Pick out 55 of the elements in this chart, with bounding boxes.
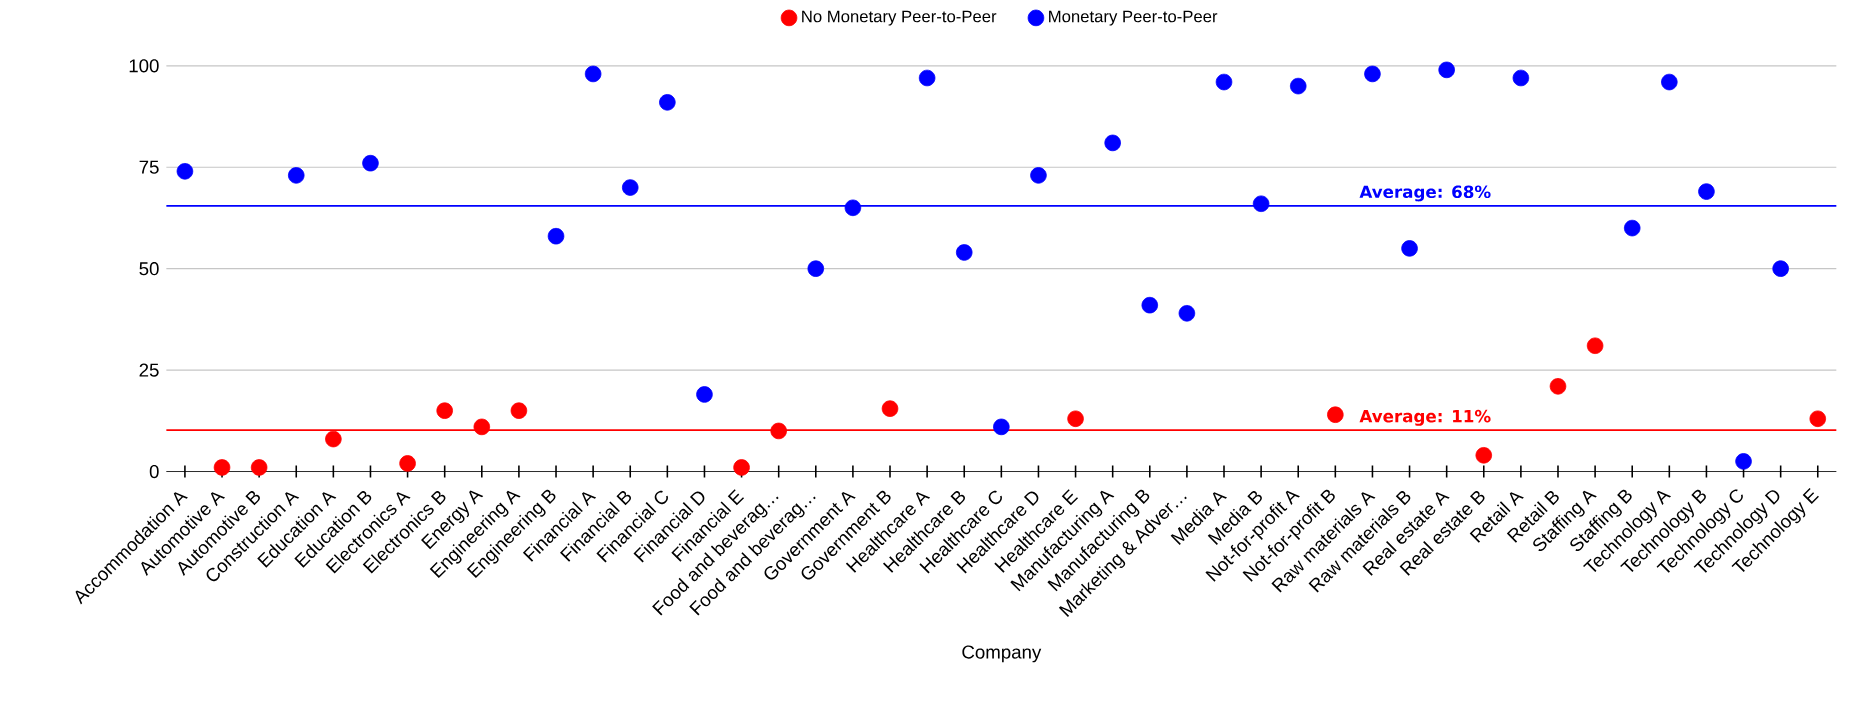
y-tick-label: 0 (149, 464, 159, 479)
y-tick-label: 100 (129, 59, 159, 73)
point (1475, 446, 1493, 464)
point (250, 459, 268, 476)
point (1067, 410, 1084, 427)
point (584, 65, 602, 83)
point (1104, 134, 1121, 152)
point (918, 69, 936, 87)
point (473, 418, 491, 436)
point (1661, 73, 1678, 91)
point (1512, 69, 1530, 87)
y-tick-label: 25 (139, 363, 159, 377)
point (547, 227, 565, 245)
legend-label: No Monetary Peer-to-Peer (802, 10, 997, 26)
y-tick-label: 50 (139, 261, 159, 276)
point (1809, 410, 1827, 427)
point (1623, 219, 1641, 237)
point (1549, 377, 1567, 395)
point (1772, 260, 1789, 277)
point (955, 244, 973, 261)
point (770, 422, 787, 440)
point (1698, 183, 1715, 200)
point (1364, 65, 1381, 83)
point (807, 260, 825, 277)
x-axis-title: Company (962, 645, 1042, 663)
point (399, 455, 416, 472)
point (1586, 337, 1604, 354)
annotation: Average: 11% (1359, 409, 1491, 426)
point (287, 167, 305, 184)
point (213, 459, 231, 476)
point (1252, 195, 1270, 212)
point (844, 199, 862, 216)
point (733, 459, 750, 476)
point (325, 430, 342, 448)
point (621, 179, 639, 196)
point (1735, 453, 1752, 470)
point (696, 386, 713, 403)
point (176, 162, 194, 180)
point (510, 402, 528, 419)
point (1438, 61, 1455, 79)
point (362, 154, 379, 172)
point (993, 418, 1010, 436)
point (1401, 240, 1418, 257)
annotation: Average: 68% (1359, 185, 1491, 202)
point (1178, 304, 1196, 322)
point (659, 93, 676, 111)
point (1030, 167, 1047, 184)
point (881, 400, 899, 417)
point (436, 402, 453, 419)
legend-label: Monetary Peer-to-Peer (1049, 10, 1218, 26)
point (1215, 73, 1233, 91)
point (1327, 406, 1344, 423)
point (1141, 296, 1159, 314)
y-tick-label: 75 (139, 160, 159, 174)
point (1289, 77, 1307, 95)
